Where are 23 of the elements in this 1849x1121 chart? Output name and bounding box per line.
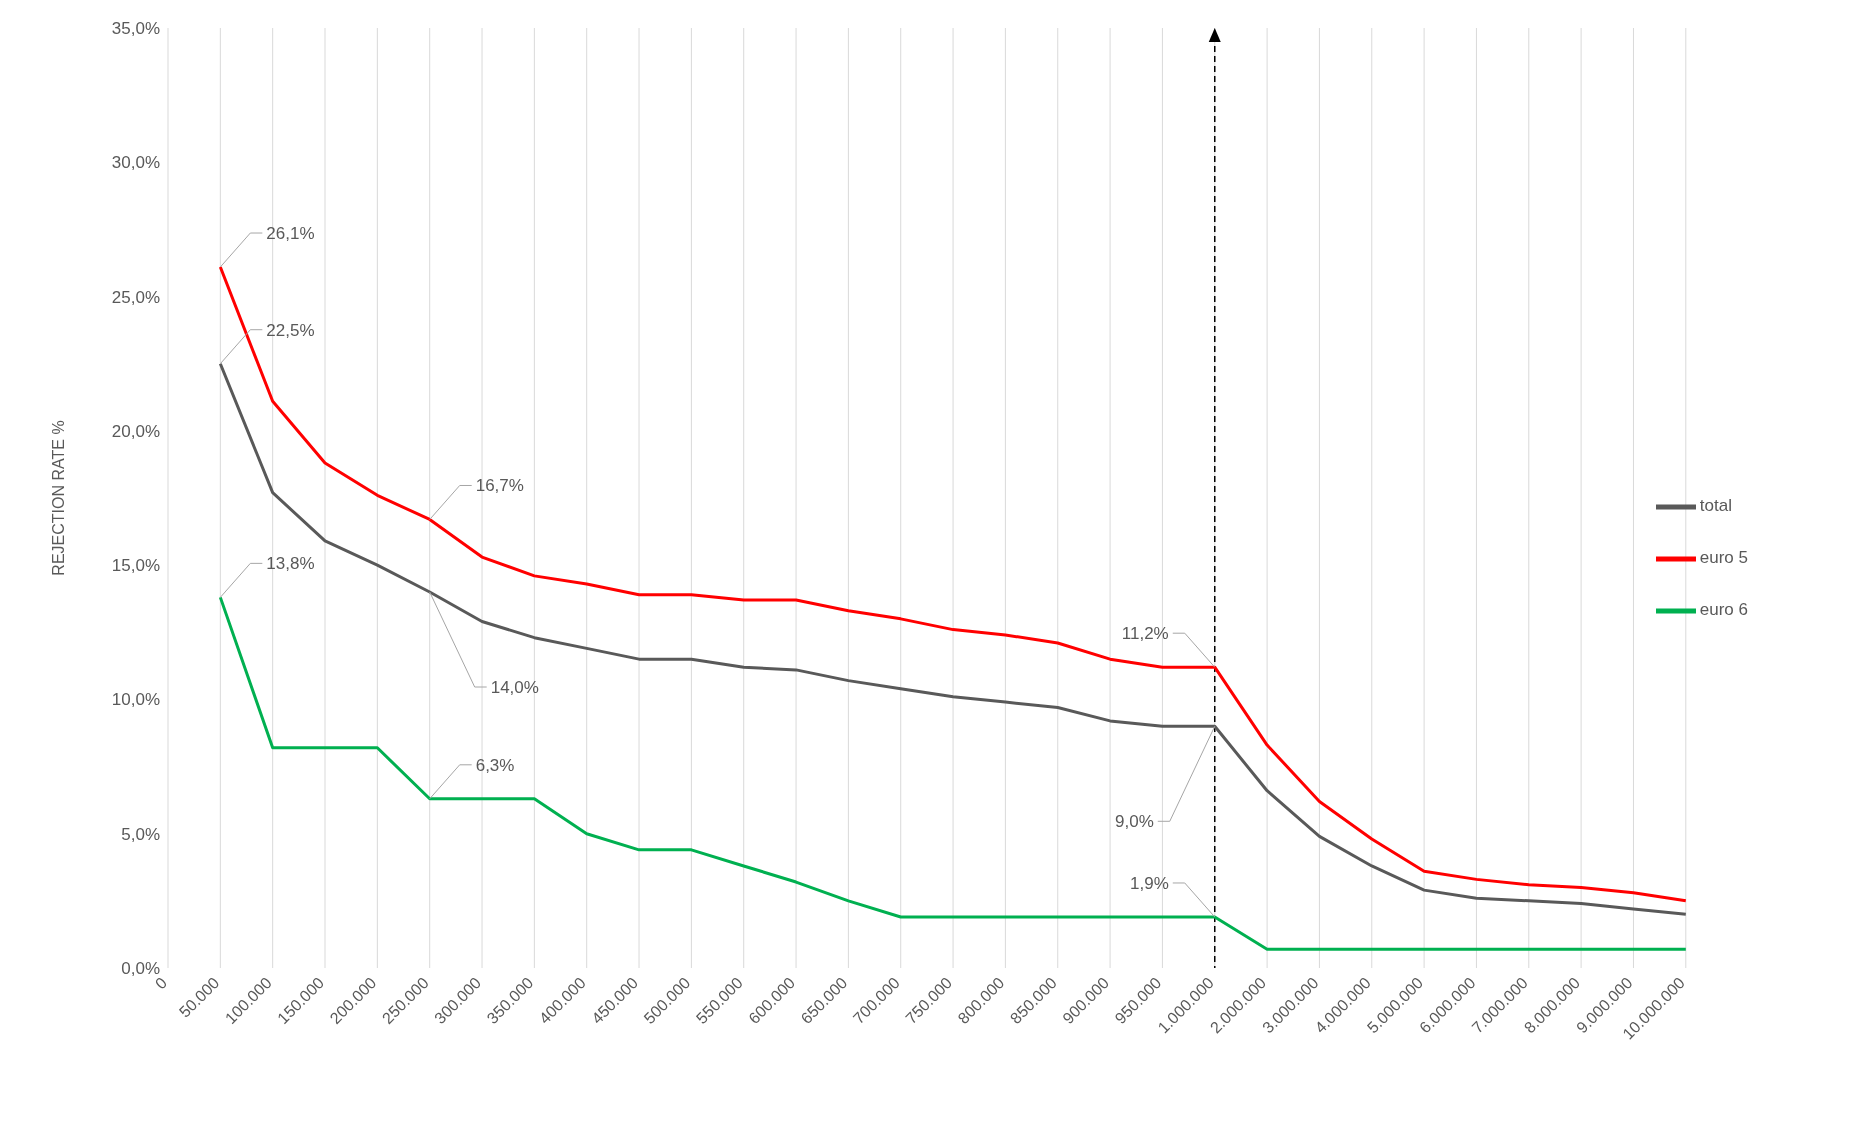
legend-label: euro 6	[1699, 600, 1748, 619]
y-tick-label: 20,0%	[111, 421, 160, 441]
data-label: 1,9%	[1130, 873, 1169, 893]
line-series	[218, 265, 1688, 903]
y-axis-title: REJECTION RATE %	[49, 420, 67, 576]
data-label: 9,0%	[1115, 812, 1154, 832]
data-label: 13,8%	[266, 554, 315, 574]
y-tick-label: 10,0%	[111, 690, 160, 710]
legend-label: total	[1699, 496, 1732, 515]
y-tick-label: 35,0%	[111, 19, 160, 39]
y-tick-label: 5,0%	[121, 824, 160, 844]
data-label: 26,1%	[266, 223, 315, 243]
legend-label: euro 5	[1699, 548, 1748, 567]
y-tick-label: 25,0%	[111, 287, 160, 307]
data-label: 16,7%	[475, 476, 524, 496]
data-label: 6,3%	[475, 755, 515, 775]
line-series	[218, 362, 1688, 916]
data-label: 11,2%	[1121, 624, 1169, 644]
line-series	[218, 595, 1688, 951]
data-label: 22,5%	[266, 320, 315, 340]
y-tick-label: 15,0%	[111, 556, 160, 576]
y-tick-label: 30,0%	[111, 153, 160, 173]
data-label: 14,0%	[490, 677, 539, 697]
